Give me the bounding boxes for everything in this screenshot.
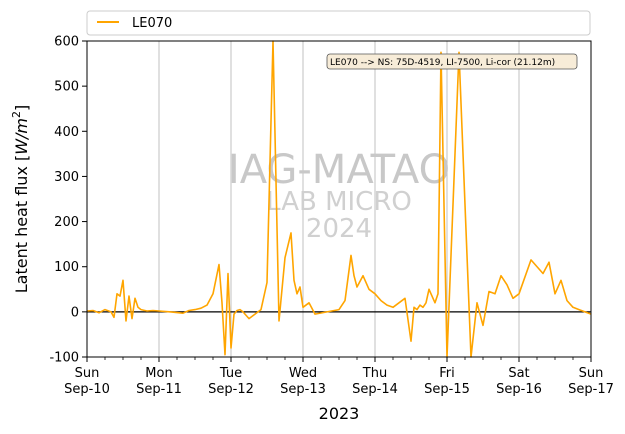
y-tick-label: 400 (54, 125, 79, 140)
x-tick-label-day: Mon (145, 366, 172, 381)
annotation-text: LE070 --> NS: 75D-4519, LI-7500, Li-cor … (330, 58, 555, 68)
x-tick-label-day: Sun (579, 366, 604, 381)
annotation: LE070 --> NS: 75D-4519, LI-7500, Li-cor … (326, 53, 578, 70)
legend-box (86, 10, 591, 36)
x-tick-label-date: Sep-10 (64, 382, 110, 397)
x-tick-label-day: Fri (439, 366, 455, 381)
x-axis-label: 2023 (319, 404, 360, 423)
watermark: IAG-MATAO LAB MICRO 2024 (228, 147, 450, 244)
y-tick-label: 600 (54, 35, 79, 50)
x-tick-label-day: Wed (289, 366, 317, 381)
x-tick-label-date: Sep-16 (496, 382, 542, 397)
y-tick-label: -100 (49, 351, 79, 366)
watermark-line-3: 2024 (306, 214, 372, 244)
x-tick-label-day: Tue (219, 366, 242, 381)
x-tick-label-date: Sep-15 (424, 382, 470, 397)
x-tick-label-day: Sun (75, 366, 100, 381)
y-axis-label: Latent heat flux [W/m2] (10, 105, 31, 294)
x-tick-label-date: Sep-12 (208, 382, 254, 397)
y-axis-label-exponent: 2 (10, 111, 23, 118)
legend-label: LE070 (132, 16, 172, 31)
y-tick-label: 200 (54, 215, 79, 230)
x-tick-label-day: Thu (362, 366, 387, 381)
y-tick-label: 0 (71, 305, 79, 320)
y-axis: -100 0 100 200 300 400 500 600 (49, 35, 87, 366)
x-axis: SunSep-10MonSep-11TueSep-12WedSep-13ThuS… (64, 357, 614, 397)
legend: LE070 (86, 10, 591, 36)
x-tick-label-date: Sep-11 (136, 382, 182, 397)
y-axis-label-unit: W/m (12, 118, 31, 155)
x-tick-label-day: Sat (508, 366, 529, 381)
x-tick-label-date: Sep-14 (352, 382, 398, 397)
x-tick-label-date: Sep-13 (280, 382, 326, 397)
y-axis-label-prefix: Latent heat flux [ (12, 155, 31, 294)
annotation-box (326, 53, 578, 70)
y-tick-label: 500 (54, 80, 79, 95)
y-axis-label-suffix: ] (12, 105, 31, 111)
watermark-line-2: LAB MICRO (266, 187, 412, 217)
series-layer (86, 40, 592, 358)
x-tick-label-date: Sep-17 (568, 382, 614, 397)
watermark-line-1: IAG-MATAO (228, 147, 450, 193)
y-tick-label: 300 (54, 170, 79, 185)
series-line-LE070 (86, 40, 592, 358)
y-tick-label: 100 (54, 260, 79, 275)
grid (158, 41, 520, 357)
